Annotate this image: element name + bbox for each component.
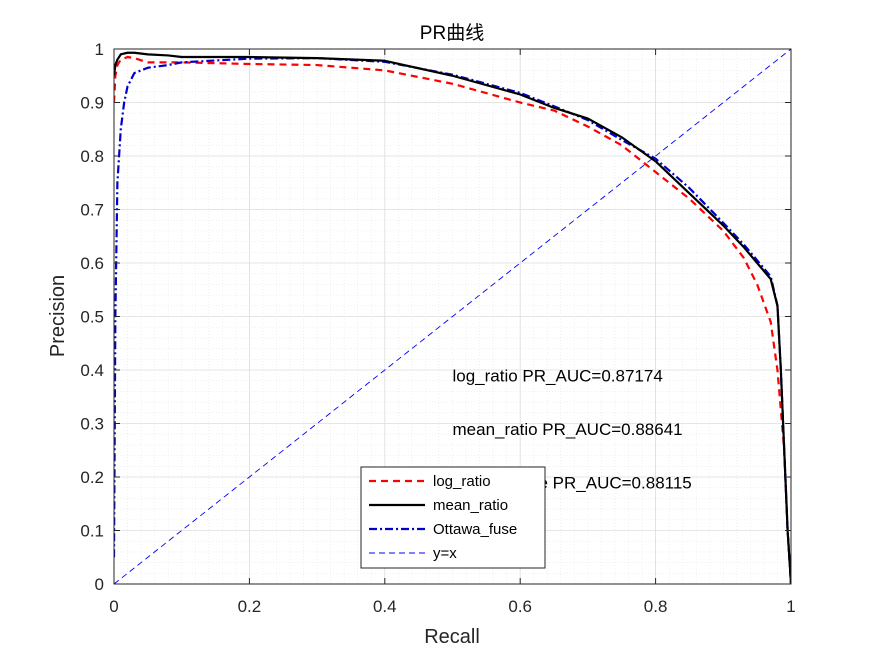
x-axis-label: Recall [424, 626, 480, 648]
chart-title: PR曲线 [420, 22, 484, 44]
x-tick-label: 0.6 [508, 597, 532, 616]
legend-label: mean_ratio [433, 497, 508, 514]
y-tick-label: 0.4 [80, 361, 104, 380]
y-tick-label: 0.3 [80, 415, 104, 434]
x-tick-label: 0.2 [238, 597, 262, 616]
y-tick-label: 0.5 [80, 308, 104, 327]
legend-box [360, 466, 546, 569]
x-axis-ticks: 0 0.2 0.4 0.6 0.8 1 [109, 49, 796, 616]
y-tick-label: 0.8 [80, 147, 104, 166]
y-axis-label: Precision [47, 275, 69, 357]
legend-label: y=x [433, 545, 457, 562]
x-tick-label: 0.8 [644, 597, 668, 616]
legend-label: log_ratio [433, 473, 491, 490]
y-tick-label: 0 [95, 575, 104, 594]
y-tick-label: 1 [95, 40, 104, 59]
x-tick-label: 1 [786, 597, 795, 616]
y-tick-label: 0.6 [80, 254, 104, 273]
series-line-mean-ratio [114, 51, 791, 584]
auc-annotation: log_ratio PR_AUC=0.87174 [453, 366, 663, 385]
legend: log_ratio mean_ratio Ottawa_fuse y=x [360, 466, 546, 569]
auc-annotation: mean_ratio PR_AUC=0.88641 [453, 420, 683, 439]
y-tick-label: 0.1 [80, 522, 104, 541]
y-tick-label: 0.9 [80, 94, 104, 113]
series-group [114, 49, 791, 584]
x-tick-label: 0 [109, 597, 118, 616]
y-tick-label: 0.7 [80, 201, 104, 220]
y-tick-label: 0.2 [80, 468, 104, 487]
y-axis-ticks: 0 0.1 0.2 0.3 0.4 0.5 0.6 0.7 0.8 0.9 1 [80, 40, 791, 594]
series-line-y-x [114, 49, 791, 584]
x-tick-label: 0.4 [373, 597, 397, 616]
series-line-log-ratio [114, 55, 791, 584]
legend-label: Ottawa_fuse [433, 521, 517, 538]
